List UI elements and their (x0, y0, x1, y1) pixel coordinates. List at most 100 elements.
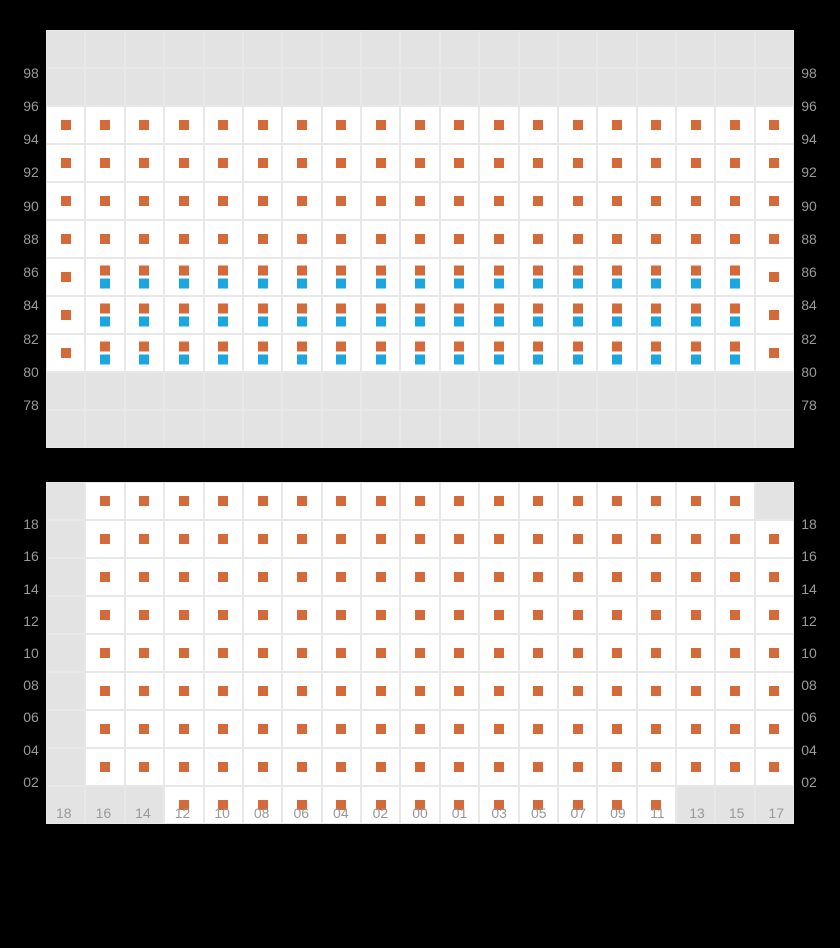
blue-marker[interactable] (415, 317, 425, 327)
orange-marker[interactable] (415, 266, 425, 276)
orange-marker[interactable] (573, 724, 583, 734)
orange-marker[interactable] (376, 648, 386, 658)
orange-marker[interactable] (100, 534, 110, 544)
orange-marker[interactable] (769, 196, 779, 206)
blue-marker[interactable] (100, 317, 110, 327)
orange-marker[interactable] (651, 686, 661, 696)
orange-marker[interactable] (612, 762, 622, 772)
orange-marker[interactable] (769, 158, 779, 168)
blue-marker[interactable] (533, 279, 543, 289)
blue-marker[interactable] (730, 355, 740, 365)
orange-marker[interactable] (612, 304, 622, 314)
orange-marker[interactable] (494, 234, 504, 244)
orange-marker[interactable] (258, 342, 268, 352)
orange-marker[interactable] (376, 342, 386, 352)
blue-marker[interactable] (573, 279, 583, 289)
orange-marker[interactable] (179, 196, 189, 206)
orange-marker[interactable] (730, 572, 740, 582)
orange-marker[interactable] (769, 648, 779, 658)
blue-marker[interactable] (533, 317, 543, 327)
orange-marker[interactable] (769, 724, 779, 734)
orange-marker[interactable] (454, 534, 464, 544)
orange-marker[interactable] (494, 196, 504, 206)
orange-marker[interactable] (297, 648, 307, 658)
orange-marker[interactable] (61, 196, 71, 206)
orange-marker[interactable] (573, 342, 583, 352)
orange-marker[interactable] (612, 120, 622, 130)
orange-marker[interactable] (258, 762, 268, 772)
blue-marker[interactable] (179, 355, 189, 365)
orange-marker[interactable] (454, 686, 464, 696)
orange-marker[interactable] (769, 572, 779, 582)
blue-marker[interactable] (336, 317, 346, 327)
orange-marker[interactable] (297, 196, 307, 206)
orange-marker[interactable] (415, 686, 425, 696)
orange-marker[interactable] (100, 120, 110, 130)
orange-marker[interactable] (139, 496, 149, 506)
orange-marker[interactable] (336, 610, 346, 620)
orange-marker[interactable] (415, 158, 425, 168)
orange-marker[interactable] (336, 304, 346, 314)
orange-marker[interactable] (415, 196, 425, 206)
orange-marker[interactable] (218, 534, 228, 544)
orange-marker[interactable] (454, 496, 464, 506)
orange-marker[interactable] (376, 234, 386, 244)
orange-marker[interactable] (651, 234, 661, 244)
orange-marker[interactable] (651, 572, 661, 582)
orange-marker[interactable] (336, 496, 346, 506)
orange-marker[interactable] (376, 196, 386, 206)
blue-marker[interactable] (139, 279, 149, 289)
blue-marker[interactable] (612, 279, 622, 289)
blue-marker[interactable] (218, 317, 228, 327)
blue-marker[interactable] (179, 317, 189, 327)
orange-marker[interactable] (769, 310, 779, 320)
orange-marker[interactable] (376, 120, 386, 130)
orange-marker[interactable] (533, 686, 543, 696)
orange-marker[interactable] (415, 342, 425, 352)
orange-marker[interactable] (218, 234, 228, 244)
blue-marker[interactable] (139, 317, 149, 327)
orange-marker[interactable] (218, 196, 228, 206)
orange-marker[interactable] (139, 648, 149, 658)
orange-marker[interactable] (179, 158, 189, 168)
orange-marker[interactable] (218, 342, 228, 352)
orange-marker[interactable] (730, 496, 740, 506)
orange-marker[interactable] (61, 120, 71, 130)
orange-marker[interactable] (730, 158, 740, 168)
blue-marker[interactable] (376, 355, 386, 365)
orange-marker[interactable] (730, 610, 740, 620)
blue-marker[interactable] (651, 317, 661, 327)
blue-marker[interactable] (336, 279, 346, 289)
orange-marker[interactable] (612, 266, 622, 276)
orange-marker[interactable] (651, 304, 661, 314)
orange-marker[interactable] (651, 534, 661, 544)
orange-marker[interactable] (494, 648, 504, 658)
orange-marker[interactable] (336, 234, 346, 244)
orange-marker[interactable] (258, 234, 268, 244)
orange-marker[interactable] (533, 572, 543, 582)
orange-marker[interactable] (494, 572, 504, 582)
orange-marker[interactable] (730, 234, 740, 244)
blue-marker[interactable] (691, 317, 701, 327)
orange-marker[interactable] (218, 610, 228, 620)
blue-marker[interactable] (494, 317, 504, 327)
blue-marker[interactable] (258, 355, 268, 365)
orange-marker[interactable] (691, 120, 701, 130)
orange-marker[interactable] (297, 342, 307, 352)
orange-marker[interactable] (533, 724, 543, 734)
orange-marker[interactable] (179, 686, 189, 696)
orange-marker[interactable] (769, 534, 779, 544)
orange-marker[interactable] (573, 496, 583, 506)
orange-marker[interactable] (218, 158, 228, 168)
orange-marker[interactable] (454, 762, 464, 772)
orange-marker[interactable] (573, 120, 583, 130)
orange-marker[interactable] (612, 158, 622, 168)
orange-marker[interactable] (258, 572, 268, 582)
orange-marker[interactable] (454, 342, 464, 352)
orange-marker[interactable] (336, 158, 346, 168)
orange-marker[interactable] (612, 496, 622, 506)
orange-marker[interactable] (730, 686, 740, 696)
orange-marker[interactable] (769, 610, 779, 620)
orange-marker[interactable] (730, 534, 740, 544)
orange-marker[interactable] (376, 572, 386, 582)
